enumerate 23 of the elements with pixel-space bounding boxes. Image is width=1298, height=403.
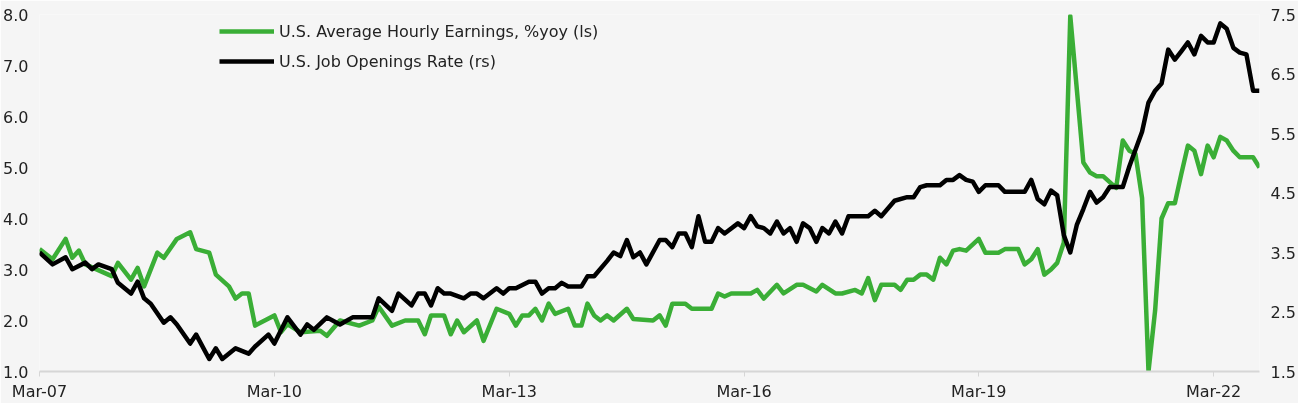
y2-tick-label: 6.5 [1270, 65, 1296, 84]
y2-tick-label: 5.5 [1270, 124, 1296, 144]
legend-label: U.S. Job Openings Rate (rs) [279, 51, 496, 71]
y2-tick-label: 4.5 [1270, 184, 1296, 203]
y-tick-label: 4.0 [3, 209, 29, 229]
x-tick-label: Mar-10 [246, 381, 303, 401]
y2-tick-label: 7.5 [1270, 5, 1296, 25]
x-tick-label: Mar-16 [716, 381, 772, 401]
y-tick-label: 3.0 [3, 260, 29, 280]
y2-tick-label: 1.5 [1270, 362, 1296, 382]
y-tick-label: 2.0 [3, 311, 29, 331]
y-tick-label: 1.0 [3, 362, 29, 382]
y-tick-label: 7.0 [3, 56, 29, 76]
y2-tick-label: 2.5 [1270, 303, 1296, 322]
y-tick-label: 5.0 [3, 158, 29, 178]
y-tick-label: 6.0 [3, 107, 29, 127]
y-tick-label: 8.0 [3, 5, 29, 25]
legend-label: U.S. Average Hourly Earnings, %yoy (ls) [279, 21, 599, 41]
y2-tick-label: 3.5 [1270, 243, 1296, 263]
x-tick-label: Mar-22 [1185, 381, 1242, 401]
x-tick-label: Mar-19 [951, 381, 1007, 401]
x-tick-label: Mar-07 [11, 381, 68, 401]
x-tick-label: Mar-13 [481, 381, 537, 401]
